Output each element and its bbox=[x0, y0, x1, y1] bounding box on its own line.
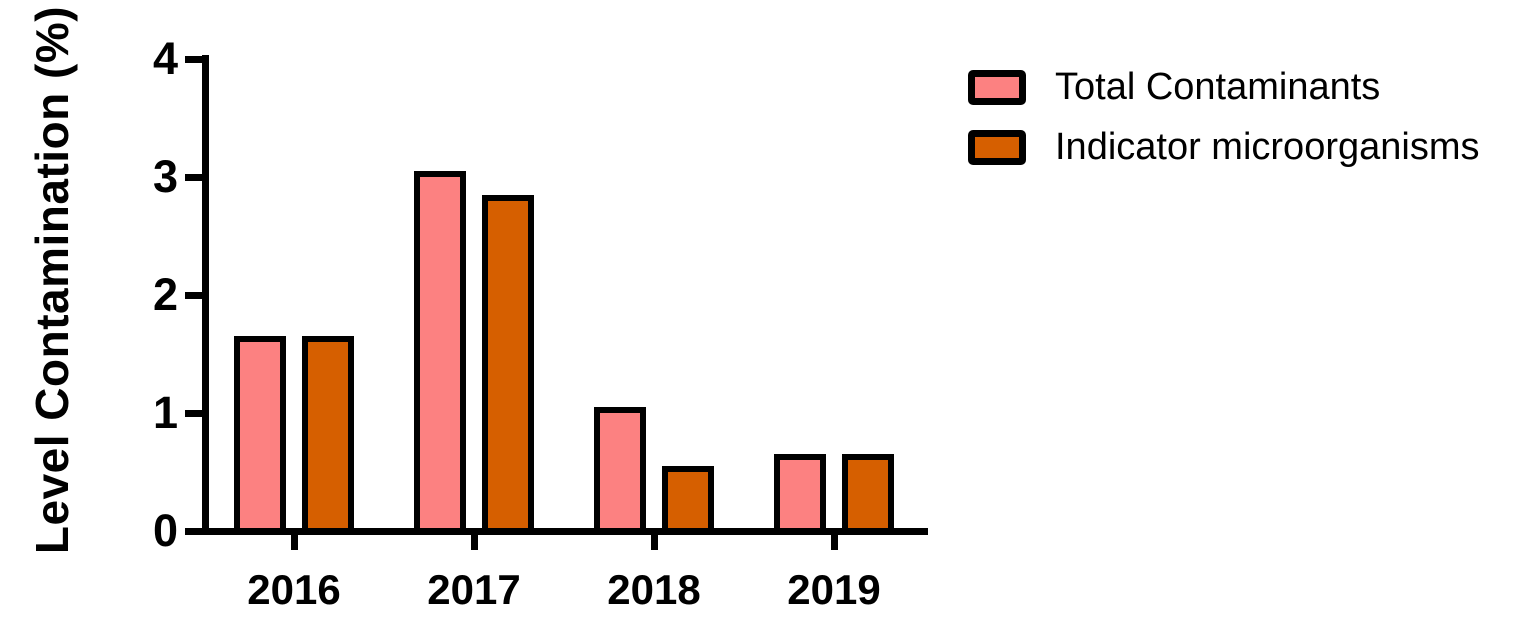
y-axis-line bbox=[202, 55, 209, 535]
legend-item: Total Contaminants bbox=[968, 66, 1479, 109]
x-tick-2018 bbox=[650, 535, 658, 550]
y-tick-label-1: 1 bbox=[152, 387, 178, 438]
y-axis-title: Level Contamination (%) bbox=[26, 5, 78, 555]
x-tick-2017 bbox=[470, 535, 478, 550]
x-tick-2019 bbox=[830, 535, 838, 550]
legend: Total Contaminants Indicator microorgani… bbox=[968, 66, 1479, 186]
x-tick-label-2017: 2017 bbox=[427, 566, 521, 613]
x-tick-label-2016: 2016 bbox=[247, 566, 341, 613]
y-tick-label-3: 3 bbox=[152, 151, 178, 202]
y-tick-3 bbox=[185, 173, 202, 181]
legend-swatch-indicator-microorganisms bbox=[968, 130, 1026, 165]
legend-item: Indicator microorganisms bbox=[968, 126, 1479, 169]
bar-2019-indicator-microorganisms bbox=[842, 454, 894, 534]
y-tick-1 bbox=[185, 409, 202, 417]
x-tick-label-2019: 2019 bbox=[787, 566, 881, 613]
x-axis-line bbox=[202, 528, 928, 535]
y-tick-label-2: 2 bbox=[152, 269, 178, 320]
x-tick-label-2018: 2018 bbox=[607, 566, 701, 613]
y-tick-4 bbox=[185, 55, 202, 63]
bar-2019-total-contaminants bbox=[774, 454, 826, 534]
y-tick-2 bbox=[185, 291, 202, 299]
bar-2018-indicator-microorganisms bbox=[662, 466, 714, 534]
legend-label-total-contaminants: Total Contaminants bbox=[1055, 66, 1381, 108]
bar-2016-total-contaminants bbox=[234, 336, 286, 534]
bar-2018-total-contaminants bbox=[594, 407, 646, 534]
y-tick-0 bbox=[185, 527, 202, 535]
bar-2017-indicator-microorganisms bbox=[482, 195, 534, 534]
x-tick-2016 bbox=[290, 535, 298, 550]
y-tick-label-4: 4 bbox=[152, 33, 178, 84]
legend-swatch-total-contaminants bbox=[968, 70, 1026, 105]
legend-label-indicator-microorganisms: Indicator microorganisms bbox=[1055, 126, 1480, 168]
y-tick-label-0: 0 bbox=[152, 505, 178, 556]
bar-2017-total-contaminants bbox=[414, 171, 466, 534]
bar-2016-indicator-microorganisms bbox=[302, 336, 354, 534]
